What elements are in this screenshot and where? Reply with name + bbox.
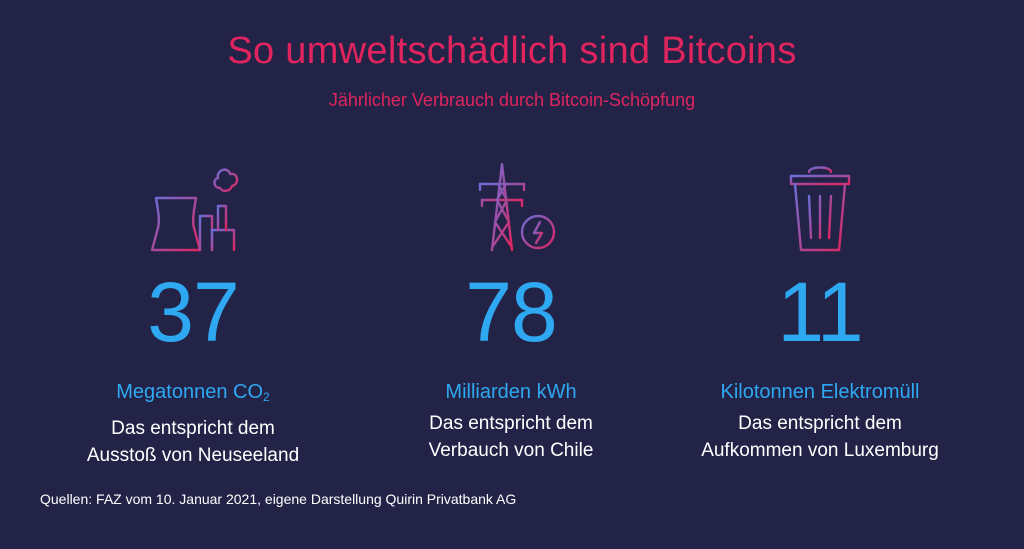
page-subtitle: Jährlicher Verbrauch durch Bitcoin-Schöp… [328,90,696,110]
stat-number: 37 [147,265,239,359]
stat-unit: Milliarden kWh [445,381,577,403]
trash-can-icon [655,150,985,260]
stat-co2: 37 Megatonnen CO2 Das entspricht dem Aus… [28,150,358,469]
stat-ewaste: 11 Kilotonnen Elektromüll Das entspricht… [655,150,985,464]
power-pylon-icon [346,150,676,260]
stat-number: 11 [777,265,863,359]
stat-number: 78 [465,265,557,359]
stat-energy: 78 Milliarden kWh Das entspricht dem Ver… [346,150,676,464]
source-note: Quellen: FAZ vom 10. Januar 2021, eigene… [40,491,517,507]
power-plant-icon [28,150,358,260]
stat-unit: Megatonnen CO2 [116,381,270,404]
stat-description: Das entspricht dem Aufkommen von Luxembu… [701,413,939,461]
stat-unit: Kilotonnen Elektromüll [720,381,920,403]
stat-description: Das entspricht dem Ausstoß von Neuseelan… [86,418,300,466]
page-title: So umweltschädlich sind Bitcoins [227,30,797,72]
stat-description: Das entspricht dem Verbauch von Chile [428,413,594,461]
